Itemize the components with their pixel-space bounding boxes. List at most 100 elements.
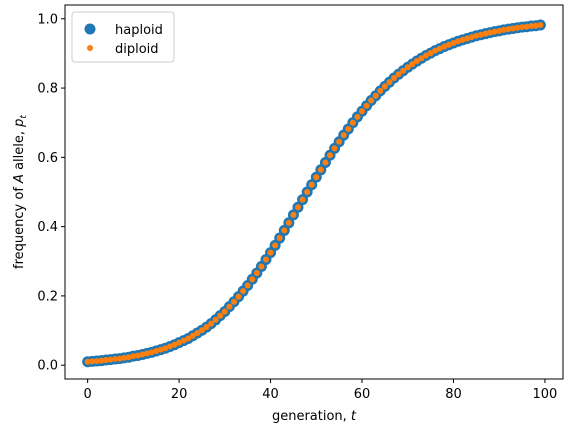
diploid-point: [519, 24, 526, 31]
diploid-point: [395, 71, 402, 78]
diploid-point: [473, 32, 480, 39]
diploid-series: [84, 22, 544, 365]
diploid-point: [130, 353, 137, 360]
diploid-point: [121, 354, 128, 361]
diploid-point: [514, 24, 521, 31]
diploid-point: [107, 356, 114, 363]
diploid-point: [157, 346, 164, 353]
diploid-point: [496, 27, 503, 34]
diploid-point: [102, 356, 109, 363]
x-tick-label: 0: [83, 387, 91, 402]
diploid-point: [89, 358, 96, 365]
diploid-point: [304, 188, 311, 195]
diploid-point: [221, 308, 228, 315]
diploid-point: [359, 108, 366, 115]
diploid-point: [93, 358, 100, 365]
diploid-point: [432, 47, 439, 54]
x-tick-label: 20: [171, 387, 188, 402]
y-axis-ticks: 0.0 0.2 0.4 0.6 0.8 1.0: [37, 12, 65, 374]
diploid-point: [171, 341, 178, 348]
diploid-point: [532, 22, 539, 29]
y-tick-label: 0.0: [37, 359, 58, 374]
y-axis-label-subscript: t: [19, 115, 29, 119]
diploid-point: [441, 43, 448, 50]
diploid-point: [436, 45, 443, 52]
diploid-point: [112, 355, 119, 362]
diploid-point: [400, 67, 407, 74]
diploid-point: [153, 347, 160, 354]
diploid-point: [418, 55, 425, 62]
y-tick-label: 0.2: [37, 289, 58, 304]
x-tick-label: 80: [445, 387, 462, 402]
diploid-point: [336, 138, 343, 145]
diploid-point: [244, 282, 251, 289]
diploid-point: [235, 293, 242, 300]
diploid-point: [134, 352, 141, 359]
diploid-point: [208, 320, 215, 327]
y-axis-label-symbol: p: [12, 119, 27, 128]
diploid-point: [528, 23, 535, 30]
diploid-point: [185, 335, 192, 342]
diploid-point: [281, 227, 288, 234]
diploid-point: [262, 256, 269, 263]
plot-frame: [64, 4, 564, 380]
diploid-point: [386, 79, 393, 86]
diploid-point: [148, 349, 155, 356]
diploid-point: [84, 358, 91, 365]
plot-background: [65, 5, 563, 379]
diploid-point: [349, 119, 356, 126]
diploid-point: [294, 204, 301, 211]
diploid-point: [180, 337, 187, 344]
diploid-point: [285, 219, 292, 226]
diploid-point: [409, 61, 416, 68]
y-axis-label-text: frequency of: [12, 183, 27, 269]
diploid-point: [491, 28, 498, 35]
diploid-point: [509, 25, 516, 32]
diploid-point: [198, 327, 205, 334]
y-axis-label-allele: A: [12, 174, 27, 184]
diploid-point: [240, 288, 247, 295]
legend-label-diploid: diploid: [115, 42, 159, 57]
diploid-point: [212, 316, 219, 323]
x-tick-label: 40: [262, 387, 279, 402]
x-axis-label-variable: t: [351, 409, 357, 424]
diploid-point: [413, 58, 420, 65]
diploid-point: [290, 211, 297, 218]
x-axis-label-text: generation,: [272, 409, 351, 424]
diploid-point: [423, 52, 430, 59]
diploid-point: [455, 38, 462, 45]
diploid-point: [427, 50, 434, 57]
diploid-point: [372, 92, 379, 99]
diploid-point: [468, 34, 475, 41]
diploid-point: [144, 350, 151, 357]
diploid-point: [308, 181, 315, 188]
x-axis-label: generation, t: [272, 409, 357, 424]
diploid-point: [98, 357, 105, 364]
diploid-point: [116, 355, 123, 362]
y-tick-label: 1.0: [37, 12, 58, 27]
x-tick-label: 60: [354, 387, 371, 402]
diploid-point: [276, 235, 283, 242]
diploid-point: [253, 270, 260, 277]
diploid-point: [381, 83, 388, 90]
y-axis-label: frequency of A allele, pt: [12, 115, 29, 269]
diploid-point: [194, 329, 201, 336]
diploid-point: [340, 132, 347, 139]
diploid-point: [505, 26, 512, 33]
diploid-point: [322, 159, 329, 166]
y-tick-label: 0.8: [37, 82, 58, 97]
diploid-point: [317, 166, 324, 173]
diploid-point: [189, 332, 196, 339]
diploid-point: [377, 87, 384, 94]
legend: haploid diploid: [71, 11, 175, 63]
legend-label-haploid: haploid: [115, 23, 163, 38]
diploid-point: [226, 303, 233, 310]
diploid-point: [391, 75, 398, 82]
diploid-point: [217, 312, 224, 319]
diploid-point: [166, 343, 173, 350]
y-tick-label: 0.6: [37, 151, 58, 166]
diploid-point: [354, 113, 361, 120]
diploid-point: [363, 102, 370, 109]
diploid-point: [404, 64, 411, 71]
diploid-point: [500, 26, 507, 33]
